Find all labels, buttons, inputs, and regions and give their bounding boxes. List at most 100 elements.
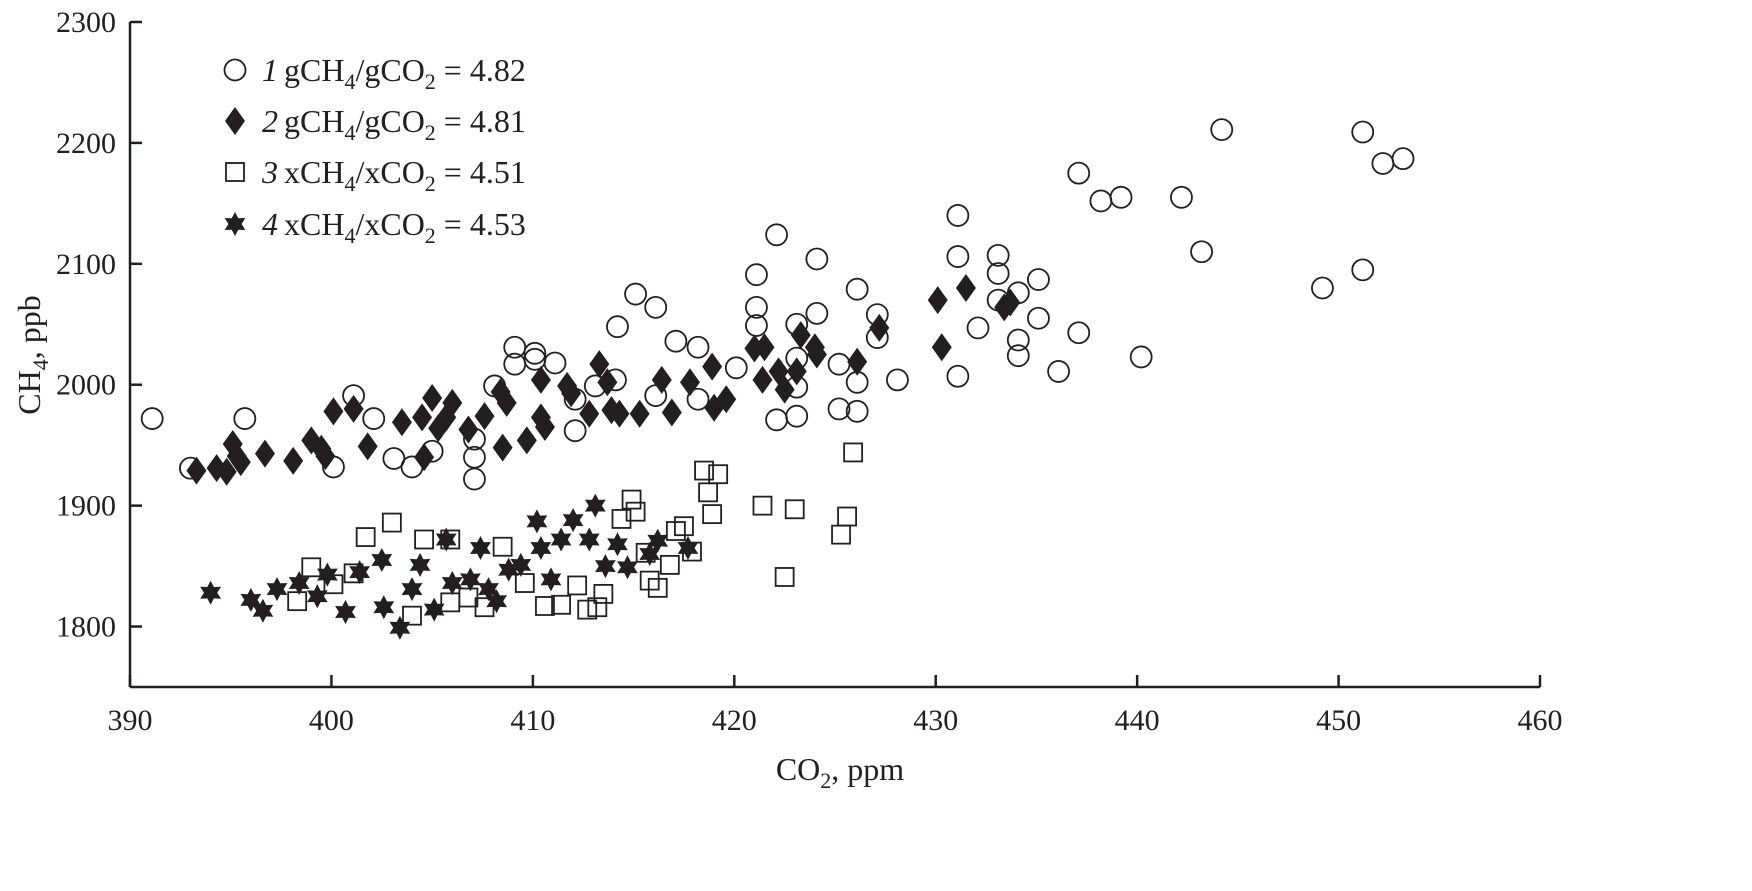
data-point xyxy=(1170,185,1193,209)
legend-b: /gCO xyxy=(355,103,424,139)
legend-c: = 4.81 xyxy=(436,103,526,139)
data-point xyxy=(754,333,775,362)
data-point xyxy=(955,274,976,302)
legend-num: 4 xyxy=(262,206,278,242)
data-point xyxy=(806,340,827,369)
data-point xyxy=(186,456,207,485)
data-point xyxy=(745,295,768,319)
data-point xyxy=(661,398,682,427)
data-point xyxy=(694,460,714,481)
data-point xyxy=(1000,288,1021,317)
data-point xyxy=(1351,258,1375,282)
data-point xyxy=(837,506,857,527)
data-point xyxy=(543,351,567,375)
data-point xyxy=(724,356,748,380)
data-point xyxy=(1109,185,1133,209)
diamond-marker-icon xyxy=(225,107,245,135)
data-point xyxy=(530,365,551,394)
data-point xyxy=(1351,120,1375,144)
data-point xyxy=(1089,189,1113,213)
data-point xyxy=(790,321,811,350)
legend-s1: 4 xyxy=(344,69,355,94)
data-point xyxy=(412,403,433,432)
y-tick-label: 2200 xyxy=(56,127,116,160)
data-point xyxy=(805,301,829,325)
data-point xyxy=(639,570,660,591)
data-point xyxy=(423,597,445,622)
data-point xyxy=(371,548,393,572)
x-tick-label: 430 xyxy=(913,704,958,737)
data-point xyxy=(492,536,513,557)
data-point xyxy=(373,595,395,620)
data-point xyxy=(1027,306,1050,330)
y-tick-label: 1800 xyxy=(56,611,116,644)
data-point xyxy=(629,399,650,428)
series-1 xyxy=(140,118,1415,491)
data-point xyxy=(496,388,517,417)
data-point xyxy=(946,364,970,388)
data-point xyxy=(708,464,729,485)
data-point xyxy=(266,577,288,602)
data-point xyxy=(492,433,513,462)
data-point xyxy=(595,554,616,579)
data-point xyxy=(514,573,535,593)
star-marker-icon xyxy=(224,212,246,236)
legend-item-2: 2 gCH4/gCO2 = 4.81 xyxy=(225,103,526,145)
data-point xyxy=(702,504,723,525)
data-point xyxy=(786,357,807,386)
data-point xyxy=(335,600,356,624)
data-point xyxy=(540,567,562,592)
data-point xyxy=(1027,268,1050,291)
data-point xyxy=(577,599,598,620)
data-point xyxy=(639,542,661,566)
series-3 xyxy=(287,442,864,626)
data-point xyxy=(1006,328,1030,352)
data-point xyxy=(784,499,805,520)
data-point xyxy=(774,375,795,404)
data-point xyxy=(647,528,669,553)
data-point xyxy=(597,368,618,397)
data-point xyxy=(946,204,970,227)
data-point xyxy=(1371,152,1395,175)
data-point xyxy=(986,243,1010,267)
data-point xyxy=(665,521,686,541)
data-point xyxy=(534,413,555,442)
legend-label: 1 gCH4/gCO2 = 4.82 xyxy=(262,52,526,94)
data-point xyxy=(624,282,647,306)
data-point xyxy=(510,552,532,577)
data-point xyxy=(1067,161,1091,185)
circle-marker-icon xyxy=(223,58,247,82)
data-point xyxy=(702,352,723,381)
data-point xyxy=(323,397,344,426)
data-point xyxy=(886,368,909,392)
x-tick-label: 450 xyxy=(1316,704,1361,737)
data-point xyxy=(679,368,700,397)
legend-s1: 4 xyxy=(344,223,355,248)
x-axis-title: CO2, ppm xyxy=(776,751,904,793)
data-point xyxy=(805,247,829,271)
data-point xyxy=(252,598,274,623)
data-point xyxy=(931,333,952,362)
legend-c: = 4.51 xyxy=(436,154,526,190)
data-point xyxy=(551,594,571,615)
data-point xyxy=(349,560,370,585)
data-point xyxy=(414,529,434,550)
data-point xyxy=(523,341,547,365)
y-tick-label: 1900 xyxy=(56,490,116,523)
data-point xyxy=(831,524,851,545)
data-point xyxy=(442,388,463,417)
data-point xyxy=(474,402,495,431)
data-point xyxy=(609,399,630,428)
data-point xyxy=(674,516,694,537)
data-point xyxy=(478,577,499,602)
data-point xyxy=(460,567,481,592)
data-point xyxy=(355,527,376,547)
data-point xyxy=(785,404,809,428)
data-point xyxy=(579,399,600,428)
legend-item-1: 1 gCH4/gCO2 = 4.82 xyxy=(223,52,526,94)
legend-b: /gCO xyxy=(355,52,424,88)
data-point xyxy=(362,407,386,430)
data-point xyxy=(140,407,164,430)
data-point xyxy=(230,448,251,477)
